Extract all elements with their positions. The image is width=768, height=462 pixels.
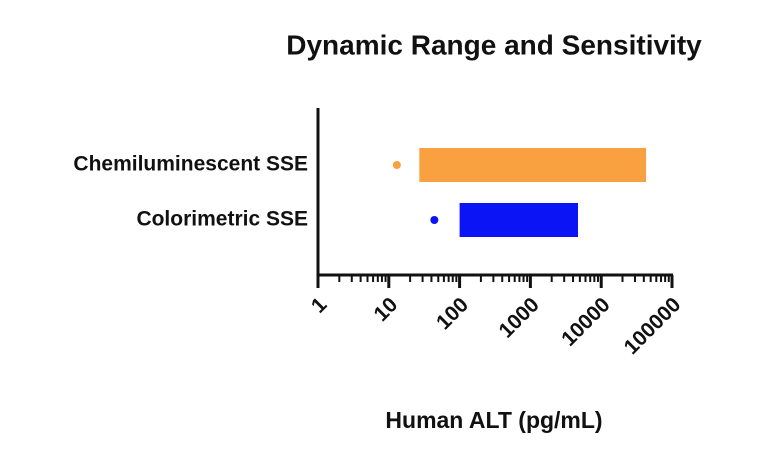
sensitivity-dot [430,216,439,224]
chart-title: Dynamic Range and Sensitivity [286,29,702,60]
x-tick-label: 1 [307,293,332,318]
range-bar [419,148,647,182]
y-tick-label: Chemiluminescent SSE [73,153,308,176]
y-tick-label: Colorimetric SSE [136,208,308,231]
x-tick-label: 1000 [495,293,544,342]
range-bar [459,203,578,237]
x-tick-label: 100 [432,293,473,334]
x-tick-label: 10 [369,293,402,326]
x-axis-label: Human ALT (pg/mL) [385,407,602,433]
x-tick-label: 10000 [557,293,615,351]
sensitivity-dot [392,161,401,169]
x-tick-label: 100000 [620,293,686,359]
